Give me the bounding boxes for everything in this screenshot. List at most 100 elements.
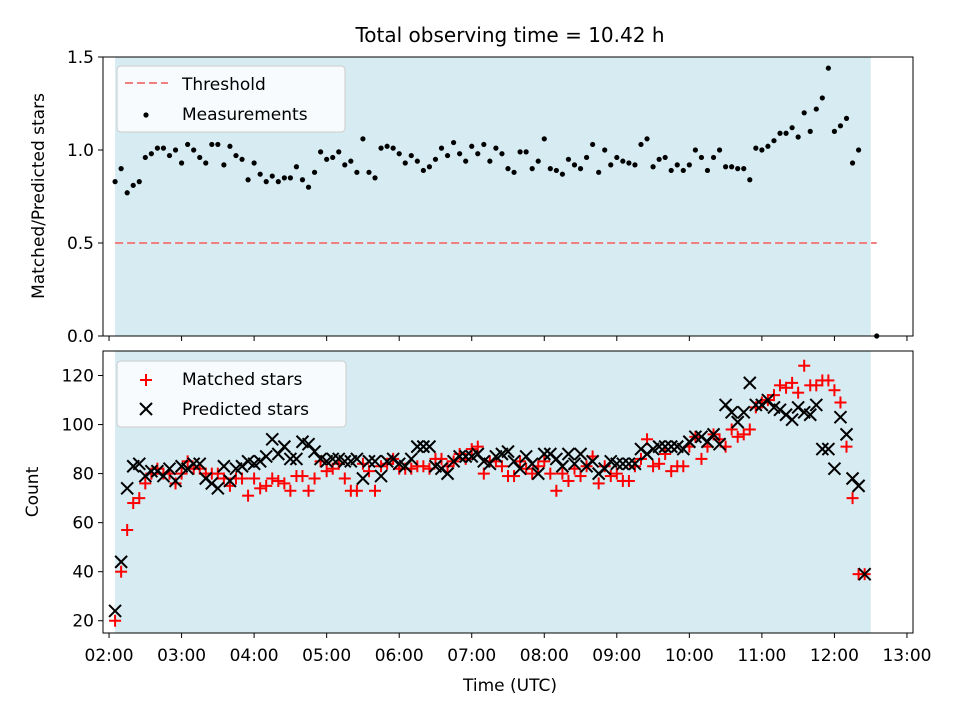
measurement-point bbox=[656, 156, 662, 162]
measurement-point bbox=[541, 136, 547, 142]
measurement-point bbox=[481, 141, 487, 148]
measurement-point bbox=[686, 162, 692, 168]
measurement-point bbox=[674, 162, 680, 168]
measurement-point bbox=[269, 173, 275, 179]
predicted-star-point bbox=[737, 405, 751, 420]
y-tick-label: 20 bbox=[72, 612, 94, 632]
measurement-point bbox=[602, 147, 608, 153]
count-y-axis-label: Count bbox=[23, 466, 43, 517]
predicted-star-point bbox=[827, 461, 842, 476]
threshold-legend-label: Threshold bbox=[181, 75, 266, 95]
predicted-star-point bbox=[821, 442, 836, 456]
x-axis-label: Time (UTC) bbox=[462, 676, 557, 696]
predicted-star-point bbox=[452, 449, 467, 464]
matched-star-point bbox=[296, 470, 309, 483]
measurement-point bbox=[620, 158, 626, 164]
predicted-star-point bbox=[610, 457, 624, 471]
matched-star-point bbox=[792, 386, 805, 399]
measurement-point bbox=[626, 160, 632, 166]
ratio-y-axis-label: Matched/Predicted stars bbox=[29, 93, 49, 299]
matched-star-point bbox=[260, 479, 273, 492]
predicted-star-point bbox=[265, 432, 279, 446]
matched-star-point bbox=[677, 460, 690, 473]
predicted-star-point bbox=[585, 454, 600, 469]
measurement-point bbox=[698, 154, 705, 161]
measurement-point bbox=[475, 151, 481, 157]
predicted-star-point bbox=[356, 471, 370, 486]
matched-star-point bbox=[695, 452, 708, 465]
measurement-point bbox=[741, 166, 747, 172]
x-tick-label: 07:00 bbox=[447, 646, 496, 666]
predicted-legend-swatch bbox=[139, 402, 153, 416]
measurement-point bbox=[239, 156, 245, 162]
ratio-y-ticks: 0.0 0.5 1.0 1.5 bbox=[67, 48, 103, 347]
measurement-point bbox=[729, 164, 735, 170]
predicted-star-point bbox=[120, 481, 134, 496]
measurement-point bbox=[257, 171, 263, 177]
measurement-point bbox=[378, 145, 384, 151]
matched-star-point bbox=[350, 484, 363, 497]
ratio-axes-frame bbox=[102, 56, 914, 337]
measurement-point bbox=[469, 143, 475, 149]
predicted-star-point bbox=[658, 439, 672, 454]
measurement-point bbox=[275, 179, 281, 185]
matched-star-point bbox=[302, 484, 315, 497]
matched-star-point bbox=[622, 474, 635, 487]
predicted-star-point bbox=[785, 412, 799, 427]
chart-title: Total observing time = 10.42 h bbox=[354, 23, 664, 47]
measurement-point bbox=[209, 141, 215, 148]
x-tick-label: 05:00 bbox=[302, 646, 351, 666]
predicted-star-point bbox=[622, 457, 636, 471]
matched-star-point bbox=[272, 474, 285, 487]
measurement-point bbox=[342, 162, 348, 168]
measurement-point bbox=[668, 167, 674, 174]
x-tick-label: 04:00 bbox=[230, 646, 279, 666]
measurement-point bbox=[813, 106, 819, 112]
predicted-star-point bbox=[730, 415, 745, 429]
measurements-legend-swatch bbox=[143, 112, 149, 118]
predicted-star-point bbox=[616, 457, 630, 471]
measurement-point bbox=[831, 128, 838, 134]
measurement-point bbox=[203, 160, 209, 166]
count-y-ticks: 20 40 60 80 100 120 bbox=[62, 367, 103, 632]
measurement-point bbox=[807, 128, 813, 134]
measurement-point bbox=[293, 164, 300, 170]
measurement-point bbox=[112, 179, 118, 185]
x-tick-label: 06:00 bbox=[375, 646, 424, 666]
y-tick-label: 60 bbox=[72, 514, 94, 534]
measurement-point bbox=[408, 152, 414, 159]
predicted-star-point bbox=[114, 555, 128, 569]
measurement-point bbox=[426, 164, 433, 170]
measurement-point bbox=[311, 169, 318, 175]
measurement-point bbox=[837, 123, 844, 129]
measurement-point bbox=[251, 160, 257, 166]
measurement-point bbox=[644, 136, 650, 142]
predicted-star-point bbox=[628, 457, 642, 471]
measurement-point bbox=[590, 141, 596, 148]
predicted-star-point bbox=[664, 439, 678, 454]
y-tick-label: 120 bbox=[62, 367, 94, 387]
measurement-point bbox=[281, 175, 287, 181]
matched-star-point bbox=[798, 359, 811, 372]
x-tick-label: 09:00 bbox=[592, 646, 641, 666]
matched-star-point bbox=[562, 474, 575, 487]
x-tick-label: 08:00 bbox=[520, 646, 569, 666]
count-panel: 20 40 60 80 100 120 02:00 03:00 04:00 05:00 06:00… bbox=[23, 350, 931, 696]
predicted-star-point bbox=[374, 469, 388, 483]
measurement-point bbox=[680, 167, 686, 174]
predicted-star-point bbox=[525, 457, 539, 471]
measurement-point bbox=[614, 154, 620, 161]
matched-star-point bbox=[115, 565, 128, 578]
measurement-point bbox=[444, 152, 451, 159]
measurement-point bbox=[366, 169, 372, 175]
measurement-point bbox=[118, 166, 124, 172]
matched-star-point bbox=[133, 492, 146, 505]
measurement-point bbox=[710, 154, 717, 161]
matched-star-point bbox=[659, 447, 672, 460]
measurement-point bbox=[505, 166, 511, 172]
measurement-point bbox=[771, 138, 777, 144]
predicted-star-point bbox=[712, 437, 727, 451]
matched-star-point bbox=[556, 467, 569, 480]
measurement-point bbox=[765, 143, 771, 149]
